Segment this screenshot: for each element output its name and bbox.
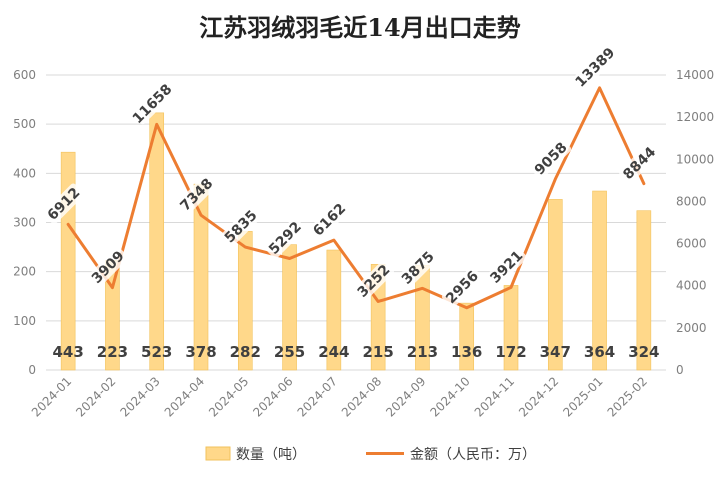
bar-value-label: 364 xyxy=(584,343,615,361)
bar-value-label: 282 xyxy=(230,343,261,361)
x-tick-label: 2024-04 xyxy=(162,374,207,419)
right-axis-ticks: 0 2000 4000 6000 8000 10000 12000 14000 xyxy=(676,68,714,377)
line-label-group: 8844 xyxy=(619,142,660,184)
right-tick-label: 0 xyxy=(676,363,684,377)
left-axis-ticks: 0 100 200 300 400 500 600 xyxy=(13,68,36,377)
x-tick-label: 2025-02 xyxy=(605,374,650,419)
line-label-bg xyxy=(87,246,129,288)
right-tick-label: 4000 xyxy=(676,279,707,293)
amount-line xyxy=(66,86,646,310)
bar-value-label: 347 xyxy=(540,343,571,361)
bar-value-label: 215 xyxy=(362,343,393,361)
line-label-group: 6162 xyxy=(309,199,350,241)
x-tick-label: 2024-12 xyxy=(516,374,561,419)
line-label-bg xyxy=(176,174,217,216)
x-tick-label: 2024-03 xyxy=(117,374,162,419)
line-label-bg xyxy=(309,199,350,241)
x-tick-label: 2024-06 xyxy=(250,374,295,419)
right-tick-label: 6000 xyxy=(676,237,707,251)
line-value-label: 6162 xyxy=(310,201,349,240)
chart-title: 江苏羽绒羽毛近14月出口走势 xyxy=(199,13,520,42)
bar-value-label: 378 xyxy=(185,343,216,361)
bar xyxy=(592,190,607,371)
bar-value-label: 213 xyxy=(407,343,438,361)
legend-line-label: 金额（人民币：万） xyxy=(410,447,536,463)
legend: 数量（吨） 金额（人民币：万） xyxy=(205,446,536,463)
bar xyxy=(547,199,563,371)
line-value-label: 13389 xyxy=(573,45,619,91)
legend-bar-label: 数量（吨） xyxy=(236,447,306,463)
right-tick-label: 2000 xyxy=(676,321,707,335)
bar-value-label: 172 xyxy=(495,343,526,361)
line-label-bg xyxy=(530,138,572,179)
x-axis-ticks: 2024-012024-022024-032024-042024-052024-… xyxy=(29,374,650,419)
right-tick-label: 14000 xyxy=(676,68,714,82)
line-label-bg xyxy=(220,206,262,247)
bar-value-label: 136 xyxy=(451,343,482,361)
x-tick-label: 2024-11 xyxy=(472,374,517,419)
bar-series: 443 223 523 378 282 255 244 215 213 136 172 347 364 3… xyxy=(52,112,660,371)
right-tick-label: 12000 xyxy=(676,110,714,124)
bar-value-label: 244 xyxy=(318,343,349,361)
bar-value-label: 223 xyxy=(97,343,128,361)
line-label-bg xyxy=(353,260,394,302)
line-label-bg xyxy=(619,142,660,184)
bar xyxy=(326,249,342,371)
line-label-bg xyxy=(486,246,527,288)
line-label-bg xyxy=(441,266,483,308)
line-label-bg xyxy=(264,217,306,259)
line-label-bg xyxy=(131,83,173,125)
bar-value-label: 255 xyxy=(274,343,305,361)
left-tick-label: 500 xyxy=(13,117,36,131)
left-tick-label: 400 xyxy=(13,166,36,180)
x-tick-label: 2024-10 xyxy=(427,374,472,419)
x-tick-label: 2024-01 xyxy=(29,374,74,419)
bar-value-label: 523 xyxy=(141,343,172,361)
line-value-label: 2956 xyxy=(443,268,482,307)
x-tick-label: 2024-09 xyxy=(383,374,428,419)
line-label-group: 13389 xyxy=(573,45,619,91)
bar-value-label: 324 xyxy=(628,343,659,361)
bar xyxy=(459,302,475,371)
line-label-bg xyxy=(574,47,616,88)
line-label-group: 3921 xyxy=(486,246,527,288)
bar xyxy=(636,210,652,371)
left-tick-label: 300 xyxy=(13,216,36,230)
left-tick-label: 200 xyxy=(13,265,36,279)
x-tick-label: 2024-07 xyxy=(295,374,340,419)
left-tick-label: 100 xyxy=(13,314,36,328)
x-tick-label: 2025-01 xyxy=(560,374,605,419)
x-tick-label: 2024-08 xyxy=(339,374,384,419)
bar-value-label: 443 xyxy=(52,343,83,361)
x-tick-label: 2024-02 xyxy=(73,374,118,419)
x-tick-label: 2024-05 xyxy=(206,374,251,419)
legend-bar-swatch xyxy=(205,446,231,461)
line-label-bg xyxy=(397,247,439,289)
right-tick-label: 10000 xyxy=(676,152,714,166)
line-label-bg xyxy=(43,183,84,225)
right-tick-label: 8000 xyxy=(676,194,707,208)
bar xyxy=(149,112,165,371)
left-tick-label: 0 xyxy=(28,363,36,377)
left-tick-label: 600 xyxy=(13,68,36,82)
